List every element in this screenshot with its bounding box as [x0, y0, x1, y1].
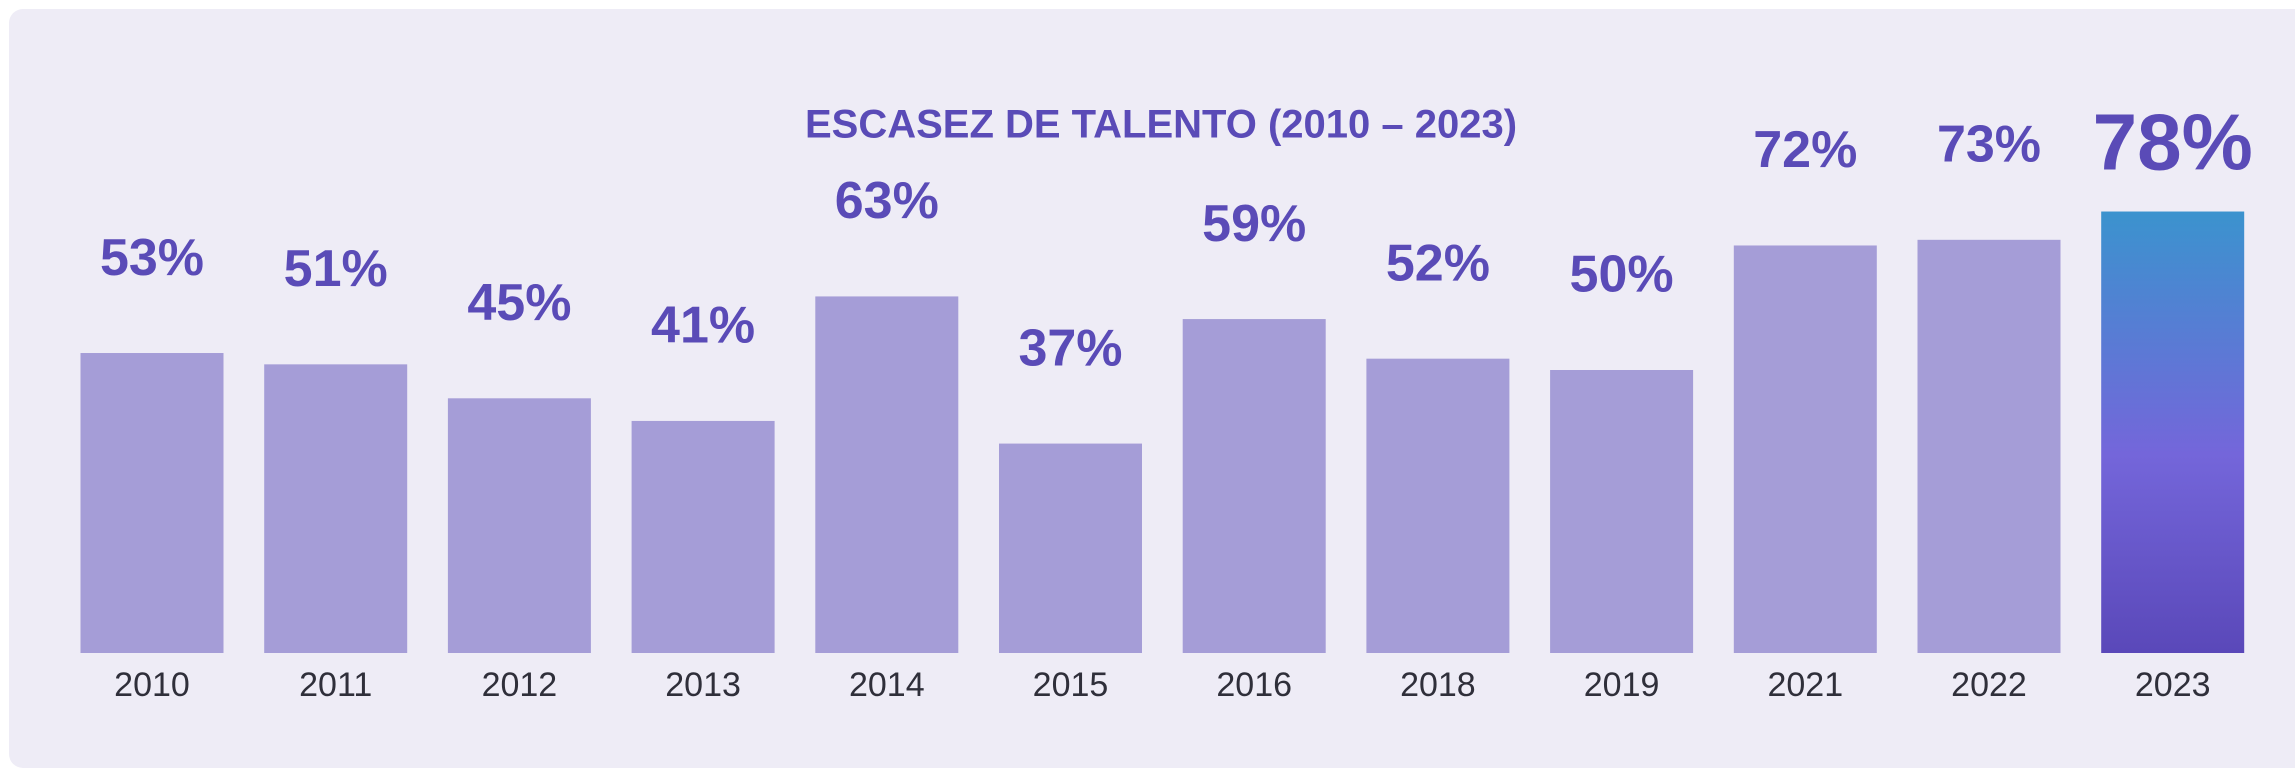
- value-label: 59%: [1202, 195, 1306, 253]
- x-tick-label: 2015: [1033, 666, 1109, 704]
- bar: [1182, 319, 1326, 653]
- value-label: 73%: [1937, 116, 2041, 174]
- value-label: 72%: [1753, 121, 1857, 179]
- bar: [815, 296, 959, 653]
- bar: [1550, 370, 1694, 653]
- x-tick-label: 2022: [1951, 666, 2027, 704]
- value-label: 63%: [835, 172, 939, 230]
- x-tick-label: 2018: [1400, 666, 1476, 704]
- bar: [1733, 245, 1877, 654]
- value-label: 53%: [100, 229, 204, 287]
- bar: [999, 443, 1142, 653]
- x-tick-label: 2010: [114, 666, 190, 704]
- value-label: 41%: [651, 297, 755, 355]
- x-tick-label: 2016: [1216, 666, 1292, 704]
- bar: [1917, 239, 2061, 653]
- chart-title: ESCASEZ DE TALENTO (2010 – 2023): [805, 103, 1517, 147]
- bar: [631, 420, 775, 653]
- value-label: 78%: [2093, 98, 2253, 187]
- x-tick-label: 2019: [1584, 666, 1660, 704]
- bar: [2101, 211, 2245, 653]
- value-label: 52%: [1386, 234, 1490, 292]
- bar: [80, 353, 224, 653]
- bar: [447, 398, 591, 653]
- x-tick-label: 2012: [482, 666, 558, 704]
- x-tick-label: 2013: [665, 666, 741, 704]
- value-label: 51%: [284, 240, 388, 298]
- x-tick-label: 2014: [849, 666, 925, 704]
- value-label: 37%: [1018, 319, 1122, 377]
- x-tick-label: 2023: [2135, 666, 2211, 704]
- value-label: 45%: [467, 274, 571, 332]
- x-tick-label: 2021: [1767, 666, 1843, 704]
- bar: [264, 364, 408, 653]
- bar: [1366, 358, 1510, 653]
- value-label: 50%: [1570, 246, 1674, 304]
- x-tick-label: 2011: [299, 666, 372, 704]
